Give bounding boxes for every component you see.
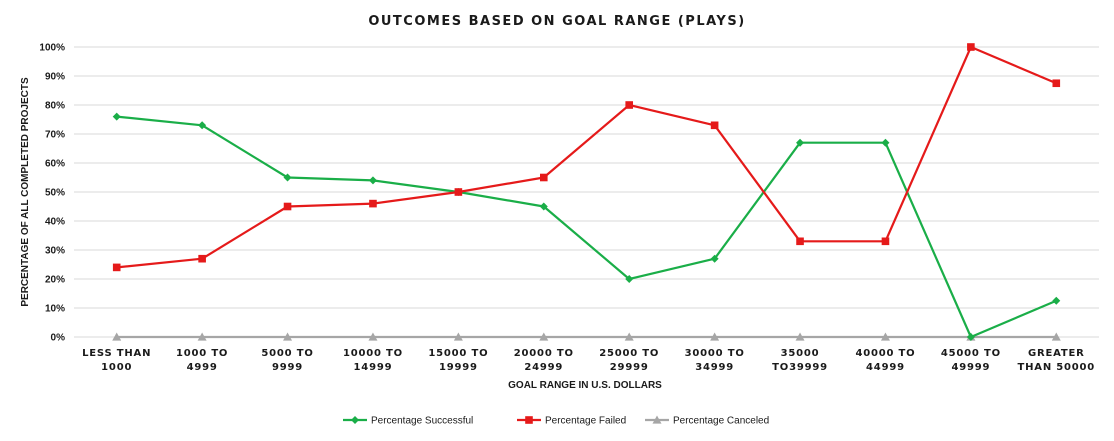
percentage-failed-line <box>116 45 1057 269</box>
percentage-successful-point <box>1052 296 1061 305</box>
percentage-successful-point <box>368 176 377 185</box>
percentage-failed-point <box>881 237 890 246</box>
percentage-successful-point <box>539 202 548 211</box>
y-tick-label: 30% <box>45 246 65 257</box>
legend: Percentage Successful Percentage Failed Pe… <box>343 415 769 427</box>
legend-marker <box>525 416 533 424</box>
x-tick-label: 5000 TO 9999 <box>261 348 313 373</box>
percentage-failed-point <box>369 199 377 208</box>
legend-label: Percentage Successful <box>371 416 473 427</box>
x-tick-label: LESS THAN 1000 <box>82 348 151 373</box>
y-tick-label: 70% <box>45 130 65 141</box>
percentage-successful-point <box>710 254 719 263</box>
y-tick-label: 80% <box>45 101 65 112</box>
x-axis-ticks: LESS THAN 1000 1000 TO 4999 5000 TO 9999 10000… <box>82 348 1096 373</box>
percentage-canceled-point <box>624 332 634 341</box>
y-tick-label: 40% <box>45 217 65 228</box>
x-tick-label: GREATER THAN 50000 <box>1018 348 1096 373</box>
percentage-canceled-point <box>368 332 378 341</box>
x-axis-label: GOAL RANGE IN U.S. DOLLARS <box>508 380 662 391</box>
legend-item-percentage-successful: Percentage Successful <box>343 416 473 427</box>
x-tick-label: 40000 TO 44999 <box>855 348 915 373</box>
percentage-successful-point <box>966 333 975 341</box>
y-axis-ticks: 0% 10% 20% 30% 40% 50% 60% 70% 80% 90% 100% <box>39 43 65 344</box>
gridlines <box>74 46 1099 338</box>
legend-marker <box>351 416 359 424</box>
percentage-failed-point <box>967 43 975 51</box>
x-tick-label: 10000 TO 14999 <box>343 348 403 373</box>
percentage-canceled-point <box>453 332 463 341</box>
percentage-failed-point <box>454 188 463 196</box>
x-tick-label: 1000 TO 4999 <box>176 348 228 373</box>
percentage-successful-point <box>625 275 634 283</box>
percentage-failed-point <box>710 121 719 130</box>
chart-title: OUTCOMES BASED ON GOAL RANGE (PLAYS) <box>368 14 745 29</box>
percentage-successful-point <box>796 138 805 147</box>
x-tick-label: 45000 TO 49999 <box>941 348 1001 373</box>
x-tick-label: 35000 TO39999 <box>772 348 828 373</box>
percentage-failed-point <box>283 202 292 211</box>
percentage-successful-series <box>112 112 1061 341</box>
legend-item-percentage-failed: Percentage Failed <box>517 416 626 427</box>
percentage-failed-point <box>539 173 548 182</box>
percentage-canceled-point <box>539 332 549 341</box>
y-axis-label: PERCENTAGE OF ALL COMPLETED PROJECTS <box>20 77 31 307</box>
legend-label: Percentage Failed <box>545 416 626 427</box>
legend-marker <box>652 415 662 424</box>
percentage-canceled-point <box>880 332 890 341</box>
percentage-failed-point <box>796 237 804 246</box>
y-tick-label: 0% <box>51 333 66 344</box>
percentage-canceled-point <box>283 332 293 341</box>
percentage-canceled-point <box>112 332 122 341</box>
series-layer <box>112 43 1061 341</box>
percentage-successful-point <box>112 112 121 121</box>
percentage-canceled-point <box>1051 332 1061 341</box>
percentage-successful-point <box>283 173 292 182</box>
percentage-canceled-series <box>112 332 1061 341</box>
percentage-failed-point <box>1052 79 1061 88</box>
percentage-failed-series <box>112 43 1061 272</box>
y-tick-label: 90% <box>45 72 65 83</box>
y-tick-label: 100% <box>39 43 65 54</box>
percentage-successful-line <box>116 115 1057 339</box>
x-tick-label: 15000 TO 19999 <box>428 348 488 373</box>
percentage-canceled-point <box>795 332 805 341</box>
percentage-successful-point <box>881 138 890 147</box>
x-tick-label: 25000 TO 29999 <box>599 348 659 373</box>
y-tick-label: 20% <box>45 275 65 286</box>
legend-item-percentage-canceled: Percentage Canceled <box>645 415 769 427</box>
percentage-failed-point <box>112 263 121 272</box>
percentage-successful-point <box>198 121 207 130</box>
percentage-canceled-point <box>710 332 720 341</box>
percentage-failed-point <box>198 254 206 263</box>
legend-label: Percentage Canceled <box>673 416 769 427</box>
y-tick-label: 10% <box>45 304 65 315</box>
y-tick-label: 60% <box>45 159 65 170</box>
percentage-canceled-point <box>197 332 207 341</box>
y-tick-label: 50% <box>45 188 65 199</box>
percentage-failed-point <box>625 101 634 109</box>
x-tick-label: 20000 TO 24999 <box>514 348 574 373</box>
x-tick-label: 30000 TO 34999 <box>685 348 745 373</box>
